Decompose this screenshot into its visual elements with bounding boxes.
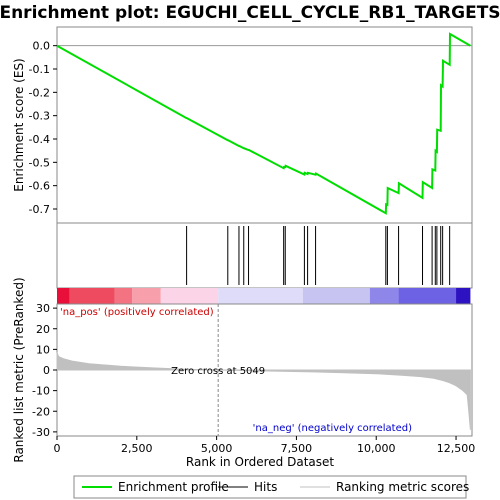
colorbar-segment [369, 288, 399, 304]
colorbar-segment [132, 288, 161, 304]
ranking-metric-area [56, 352, 471, 430]
es-y-tick-label: 0.0 [33, 40, 51, 53]
metric-y-tick-label: 10 [36, 343, 50, 356]
hits-panel [56, 222, 473, 289]
metric-x-tick-label: 10,000 [357, 442, 396, 455]
metric-y-tick-label: -30 [32, 426, 50, 439]
metric-y-axis: 30 20 10 0 -10 -20 -30 [32, 302, 57, 439]
metric-x-tick-label: 2,500 [121, 442, 153, 455]
es-y-tick-label: -0.7 [29, 203, 50, 216]
negative-correlation-label: 'na_neg' (negatively correlated) [253, 423, 412, 434]
positive-correlation-label: 'na_pos' (positively correlated) [60, 307, 214, 318]
es-y-axis: 0.0 -0.1 -0.2 -0.3 -0.4 -0.5 -0.6 -0.7 [29, 40, 57, 216]
metric-y-axis-label: Ranked list metric (PreRanked) [12, 277, 26, 462]
legend: Enrichment profile Hits Ranking metric sco… [73, 475, 469, 499]
ranking-colorbar [57, 288, 471, 304]
metric-x-axis: 0 2,500 5,000 7,500 10,000 12,500 [54, 436, 476, 455]
es-y-axis-label: Enrichment score (ES) [12, 58, 26, 191]
colorbar-segment [398, 288, 457, 304]
colorbar-segment [302, 288, 370, 304]
colorbar-segment [456, 288, 471, 304]
metric-panel: 30 20 10 0 -10 -20 -30 0 2,500 5,000 7,500 10,000 1… [12, 277, 475, 469]
metric-y-tick-label: -10 [32, 385, 50, 398]
legend-label: Ranking metric scores [336, 480, 469, 494]
es-y-tick-label: -0.3 [29, 110, 50, 123]
colorbar-segment [114, 288, 133, 304]
metric-x-tick-label: 5,000 [201, 442, 233, 455]
legend-box [73, 475, 467, 499]
metric-x-tick-label: 0 [54, 442, 61, 455]
es-panel: 0.0 -0.1 -0.2 -0.3 -0.4 -0.5 -0.6 -0.7 Enrichme… [12, 26, 473, 224]
hits-panel-frame [56, 222, 473, 289]
metric-x-tick-label: 7,500 [281, 442, 313, 455]
legend-label: Hits [254, 480, 277, 494]
legend-entries: Enrichment profile Hits Ranking metric sco… [82, 480, 469, 494]
hit-lines [186, 226, 451, 285]
chart-title: Enrichment plot: EGUCHI_CELL_CYCLE_RB1_T… [0, 3, 500, 23]
metric-x-tick-label: 12,500 [437, 442, 476, 455]
metric-y-tick-label: 30 [36, 302, 50, 315]
es-y-tick-label: -0.4 [29, 133, 50, 146]
zero-cross-label: Zero cross at 5049 [171, 366, 265, 377]
es-y-tick-label: -0.5 [29, 156, 50, 169]
metric-y-tick-label: -20 [32, 405, 50, 418]
metric-y-tick-label: 0 [43, 364, 50, 377]
colorbar-segment [218, 288, 303, 304]
es-panel-frame [56, 26, 473, 224]
metric-x-axis-label: Rank in Ordered Dataset [186, 455, 334, 469]
enrichment-profile-line [56, 32, 471, 215]
colorbar-segment [57, 288, 70, 304]
colorbar-segment [160, 288, 219, 304]
metric-y-tick-label: 20 [36, 323, 50, 336]
es-y-tick-label: -0.6 [29, 180, 50, 193]
legend-label: Enrichment profile [118, 480, 229, 494]
es-y-tick-label: -0.2 [29, 86, 50, 99]
colorbar-segment [69, 288, 115, 304]
es-y-tick-label: -0.1 [29, 63, 50, 76]
